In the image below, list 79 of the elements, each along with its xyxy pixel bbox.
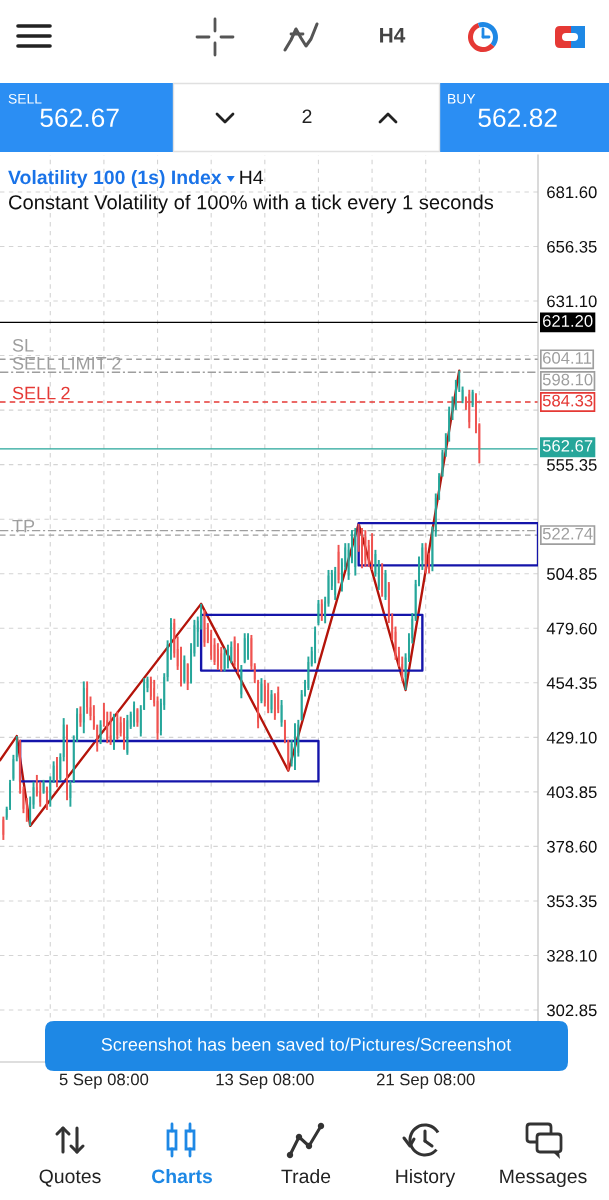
text: 562.82 bbox=[478, 108, 557, 128]
text: H4 bbox=[380, 28, 406, 43]
text: Volatility 100 (1s) Index bbox=[8, 169, 222, 189]
candlestick bbox=[186, 662, 189, 692]
candlestick bbox=[86, 680, 89, 715]
x-tick-label: 21 Sep 08:00 bbox=[376, 1073, 475, 1089]
candlestick bbox=[113, 712, 115, 751]
text: Constant Volatility of 100% with a tick every 1 seconds bbox=[9, 194, 494, 214]
text: 2 bbox=[302, 109, 312, 124]
text: BUY bbox=[448, 94, 476, 104]
candlestick bbox=[29, 795, 32, 827]
candlestick bbox=[267, 682, 270, 715]
candlestick bbox=[243, 632, 246, 665]
y-tick-label: 429.10 bbox=[546, 731, 597, 744]
y-tick-label: 454.35 bbox=[546, 677, 597, 690]
candlestick bbox=[324, 595, 327, 625]
candlestick bbox=[294, 722, 296, 771]
text: History bbox=[396, 1168, 456, 1188]
candlestick bbox=[371, 532, 374, 571]
candlestick bbox=[56, 756, 58, 789]
ref-line-label: 562.67 bbox=[542, 439, 593, 452]
y-tick-label: 328.10 bbox=[546, 949, 597, 962]
ref-line-label: 604.11 bbox=[543, 351, 592, 364]
candlestick bbox=[49, 775, 52, 808]
text: 562.67 bbox=[40, 108, 119, 128]
y-tick-label: 681.60 bbox=[547, 186, 597, 199]
annotation: Screenshot has been saved to/Pictures/Screenshot bbox=[101, 1037, 512, 1051]
ref-line-label: 598.10 bbox=[542, 373, 593, 386]
text: Messages bbox=[500, 1169, 587, 1188]
ref-line-label: 621.20 bbox=[543, 315, 593, 327]
x-tick-label: 13 Sep 08:00 bbox=[216, 1073, 314, 1089]
candlestick bbox=[66, 723, 69, 802]
candlestick bbox=[468, 388, 471, 430]
candlestick bbox=[354, 527, 357, 577]
annotation: SELL 2 bbox=[12, 386, 70, 400]
candlestick bbox=[424, 542, 427, 575]
candlestick bbox=[25, 797, 28, 823]
candlestick bbox=[367, 538, 370, 568]
candlestick bbox=[216, 642, 219, 671]
candlestick bbox=[62, 717, 65, 763]
candlestick bbox=[334, 565, 337, 601]
candlestick bbox=[116, 710, 119, 741]
candlestick bbox=[381, 562, 384, 598]
y-tick-label: 302.85 bbox=[546, 1004, 597, 1017]
annotation: SL bbox=[12, 338, 34, 352]
y-tick-label: 656.35 bbox=[547, 240, 597, 253]
y-tick-label: 631.10 bbox=[547, 295, 597, 308]
candlestick bbox=[361, 527, 363, 570]
candlestick bbox=[123, 717, 125, 751]
annotation: SELL LIMIT 2 bbox=[12, 356, 121, 370]
candlestick bbox=[173, 617, 176, 659]
text: Quotes bbox=[39, 1169, 101, 1187]
y-tick-label: 403.85 bbox=[546, 786, 597, 799]
candlestick bbox=[230, 640, 233, 665]
text: Trade bbox=[281, 1168, 331, 1184]
annotation: TP bbox=[12, 519, 35, 533]
y-tick-label: 479.60 bbox=[546, 622, 597, 635]
candlestick bbox=[153, 678, 156, 708]
candlestick bbox=[247, 632, 250, 661]
ref-line-label: 584.33 bbox=[542, 394, 593, 407]
candlestick bbox=[59, 752, 62, 782]
text: Charts bbox=[152, 1168, 212, 1184]
candlestick bbox=[45, 785, 48, 811]
y-tick-label: 378.60 bbox=[546, 840, 597, 853]
candlestick bbox=[133, 700, 136, 728]
candlestick bbox=[377, 559, 380, 591]
annotation: H4 bbox=[240, 170, 264, 185]
y-tick-label: 504.85 bbox=[547, 568, 597, 580]
candlestick bbox=[82, 680, 85, 735]
candlestick bbox=[220, 645, 223, 673]
ref-line-label: 522.74 bbox=[542, 527, 593, 540]
y-tick-label: 555.35 bbox=[547, 459, 597, 471]
candlestick bbox=[320, 598, 323, 622]
y-tick-label: 353.35 bbox=[546, 895, 597, 908]
candlestick bbox=[15, 735, 18, 763]
candlestick bbox=[314, 625, 317, 665]
x-tick-label: 5 Sep 08:00 bbox=[59, 1073, 149, 1089]
text: SELL bbox=[8, 93, 42, 104]
candlestick bbox=[226, 643, 229, 670]
